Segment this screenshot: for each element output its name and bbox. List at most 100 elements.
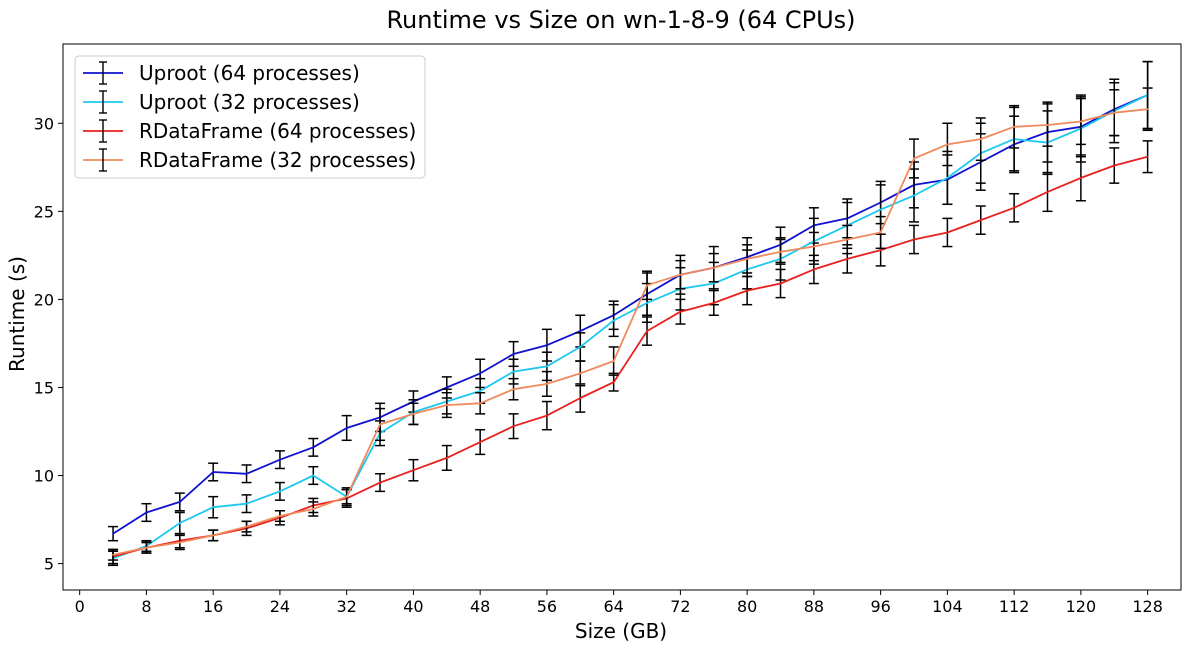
data-point — [1046, 191, 1049, 193]
data-point — [345, 495, 348, 498]
data-point — [212, 506, 214, 509]
x-tick-label: 16 — [203, 597, 223, 616]
data-point — [979, 219, 982, 221]
data-point — [112, 553, 114, 556]
data-point — [112, 532, 114, 535]
x-tick-label: 96 — [870, 597, 890, 616]
legend-box — [74, 55, 426, 179]
data-point — [1113, 111, 1116, 114]
data-point — [179, 501, 181, 503]
data-point — [546, 383, 548, 385]
data-point — [145, 511, 148, 514]
data-point — [813, 245, 815, 248]
data-point — [612, 360, 615, 362]
data-point — [179, 522, 181, 524]
data-point — [279, 515, 281, 517]
data-point — [145, 546, 148, 549]
data-point — [445, 404, 448, 406]
data-point — [779, 251, 782, 253]
data-point — [546, 414, 548, 417]
data-point — [1046, 124, 1049, 126]
data-point — [846, 258, 849, 260]
data-point — [546, 365, 548, 368]
axis-ticks: 0 8 16 24 32 40 48 56 64 72 80 88 96 104 112 120 128 5 10 1… — [34, 43, 1182, 616]
data-point — [679, 273, 682, 276]
y-tick-label: 30 — [34, 114, 54, 133]
data-point — [212, 471, 214, 473]
legend-label: RDataFrame (32 processes) — [139, 148, 416, 172]
data-point — [646, 284, 648, 287]
series-line — [112, 94, 1148, 560]
x-tick-label: 64 — [603, 597, 623, 616]
data-point — [379, 481, 381, 484]
series-line — [112, 94, 1148, 535]
data-point — [445, 386, 448, 389]
data-point — [512, 388, 515, 391]
legend-label: Uproot (64 processes) — [139, 61, 360, 85]
legend-item: Uproot (32 processes) — [83, 90, 360, 114]
data-point — [746, 258, 748, 260]
data-point — [345, 427, 348, 429]
chart-title: Runtime vs Size on wn-1-8-9 (64 CPUs) — [386, 6, 855, 34]
data-point — [1080, 177, 1082, 179]
y-tick-label: 10 — [34, 467, 54, 486]
legend-item: RDataFrame (32 processes) — [83, 148, 416, 172]
data-point — [245, 525, 248, 528]
x-tick-label: 120 — [1066, 597, 1097, 616]
legend-label: RDataFrame (64 processes) — [139, 119, 416, 143]
data-point — [779, 282, 782, 285]
legend: Uproot (64 processes) Uproot (32 processe… — [74, 55, 426, 179]
x-axis-label: Size (GB) — [575, 619, 667, 643]
data-point — [1013, 125, 1015, 128]
data-point — [913, 157, 915, 160]
data-point — [879, 231, 882, 234]
series-line — [112, 108, 1148, 556]
data-point — [579, 346, 582, 348]
data-point — [612, 319, 615, 322]
data-point — [1146, 155, 1149, 158]
x-tick-label: 80 — [737, 597, 757, 616]
x-tick-label: 24 — [270, 597, 290, 616]
data-point — [479, 390, 481, 392]
x-tick-label: 40 — [403, 597, 423, 616]
data-point — [479, 372, 481, 375]
x-tick-label: 72 — [670, 597, 690, 616]
data-point — [712, 302, 715, 304]
x-tick-label: 112 — [999, 597, 1030, 616]
data-point — [879, 208, 882, 211]
legend-item: Uproot (64 processes) — [83, 61, 360, 85]
x-tick-label: 0 — [75, 597, 85, 616]
data-point — [512, 353, 515, 355]
x-tick-label: 8 — [141, 597, 151, 616]
data-point — [512, 425, 515, 428]
data-point — [679, 310, 682, 313]
data-point — [946, 143, 949, 146]
data-point — [379, 423, 381, 426]
x-tick-label: 104 — [932, 597, 963, 616]
data-point — [445, 457, 448, 459]
series-4 — [108, 87, 1153, 561]
y-tick-label: 15 — [34, 378, 54, 397]
data-point — [646, 330, 648, 332]
series-3 — [108, 140, 1153, 565]
data-point — [612, 381, 615, 383]
data-point — [412, 469, 415, 472]
data-point — [712, 266, 715, 269]
data-point — [712, 282, 715, 285]
data-point — [846, 238, 849, 241]
data-point — [979, 138, 982, 140]
x-tick-label: 48 — [470, 597, 490, 616]
data-point — [312, 508, 315, 510]
legend-item: RDataFrame (64 processes) — [83, 119, 416, 143]
legend-label: Uproot (32 processes) — [139, 90, 360, 114]
y-tick-label: 5 — [44, 555, 54, 574]
y-tick-label: 20 — [34, 290, 54, 309]
data-point — [212, 534, 214, 537]
data-point — [245, 472, 248, 475]
x-tick-label: 56 — [537, 597, 557, 616]
data-point — [245, 502, 248, 505]
data-point — [546, 344, 548, 346]
data-point — [479, 441, 481, 443]
